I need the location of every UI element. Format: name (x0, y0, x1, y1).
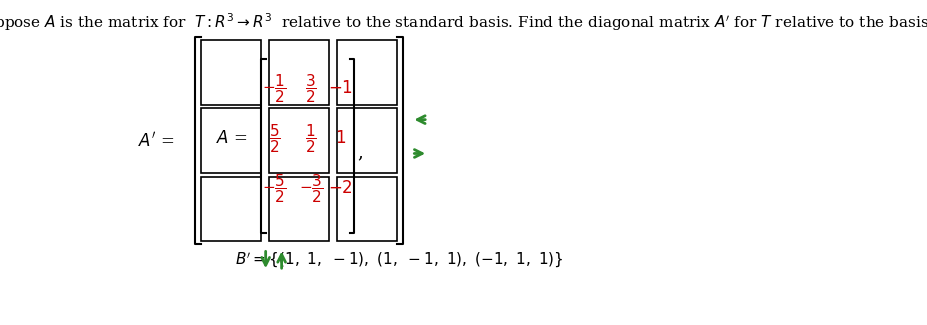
Text: ,: , (357, 144, 363, 162)
Text: $-2$: $-2$ (328, 180, 353, 197)
Text: $-\dfrac{1}{2}$: $-\dfrac{1}{2}$ (262, 72, 286, 105)
FancyBboxPatch shape (269, 177, 329, 241)
Text: $-\dfrac{3}{2}$: $-\dfrac{3}{2}$ (298, 172, 323, 205)
Text: $\dfrac{5}{2}$: $\dfrac{5}{2}$ (268, 122, 280, 155)
FancyBboxPatch shape (269, 40, 329, 105)
FancyBboxPatch shape (337, 40, 397, 105)
Text: $\dfrac{3}{2}$: $\dfrac{3}{2}$ (305, 72, 316, 105)
Text: $\dfrac{1}{2}$: $\dfrac{1}{2}$ (305, 122, 316, 155)
Text: $B' = \{(1,\ 1,\ -1),\ (1,\ -1,\ 1),\ (-1,\ 1,\ 1)\}$: $B' = \{(1,\ 1,\ -1),\ (1,\ -1,\ 1),\ (-… (235, 251, 563, 270)
FancyBboxPatch shape (201, 40, 260, 105)
FancyBboxPatch shape (337, 177, 397, 241)
Text: $-\dfrac{5}{2}$: $-\dfrac{5}{2}$ (262, 172, 286, 205)
Text: Suppose $A$ is the matrix for  $T: R^3 \rightarrow R^3$  relative to the standar: Suppose $A$ is the matrix for $T: R^3 \r… (0, 11, 927, 33)
FancyBboxPatch shape (201, 108, 260, 173)
Text: $-1$: $-1$ (328, 80, 353, 97)
Text: $1$: $1$ (335, 130, 346, 147)
FancyBboxPatch shape (269, 108, 329, 173)
FancyBboxPatch shape (201, 177, 260, 241)
Text: $A$ =: $A$ = (216, 130, 248, 147)
FancyBboxPatch shape (337, 108, 397, 173)
Text: $A'$ =: $A'$ = (138, 131, 174, 150)
